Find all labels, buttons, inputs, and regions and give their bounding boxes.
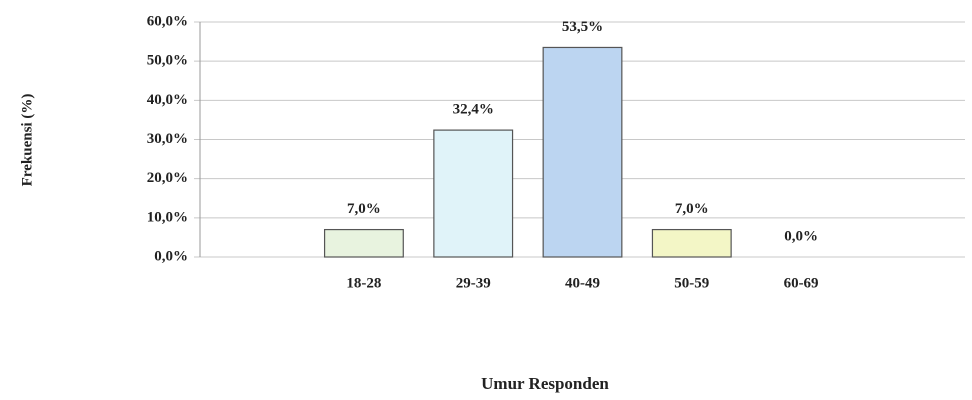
y-axis-title: Frekuensi (%) [19,94,35,187]
y-tick-label: 10,0% [147,209,188,225]
x-tick-label: 50-59 [674,275,709,291]
x-tick-label: 60-69 [784,275,819,291]
bar [323,228,404,258]
y-tick-label: 60,0% [147,13,188,29]
y-tick-label: 30,0% [147,131,188,147]
x-tick-label: 18-28 [346,275,381,291]
data-label: 7,0% [675,201,709,217]
x-tick-label: 40-49 [565,275,600,291]
x-tick-label: 29-39 [456,275,491,291]
data-label: 32,4% [453,102,494,118]
x-axis-title: Umur Responden [481,374,609,393]
y-tick-label: 0,0% [154,248,188,264]
bar [542,46,623,258]
data-label: 53,5% [562,19,603,35]
data-label: 7,0% [347,201,381,217]
bar [433,129,514,258]
y-tick-label: 50,0% [147,53,188,69]
y-tick-label: 40,0% [147,92,188,108]
y-tick-label: 20,0% [147,170,188,186]
bar [651,228,732,258]
data-label: 0,0% [784,228,818,244]
